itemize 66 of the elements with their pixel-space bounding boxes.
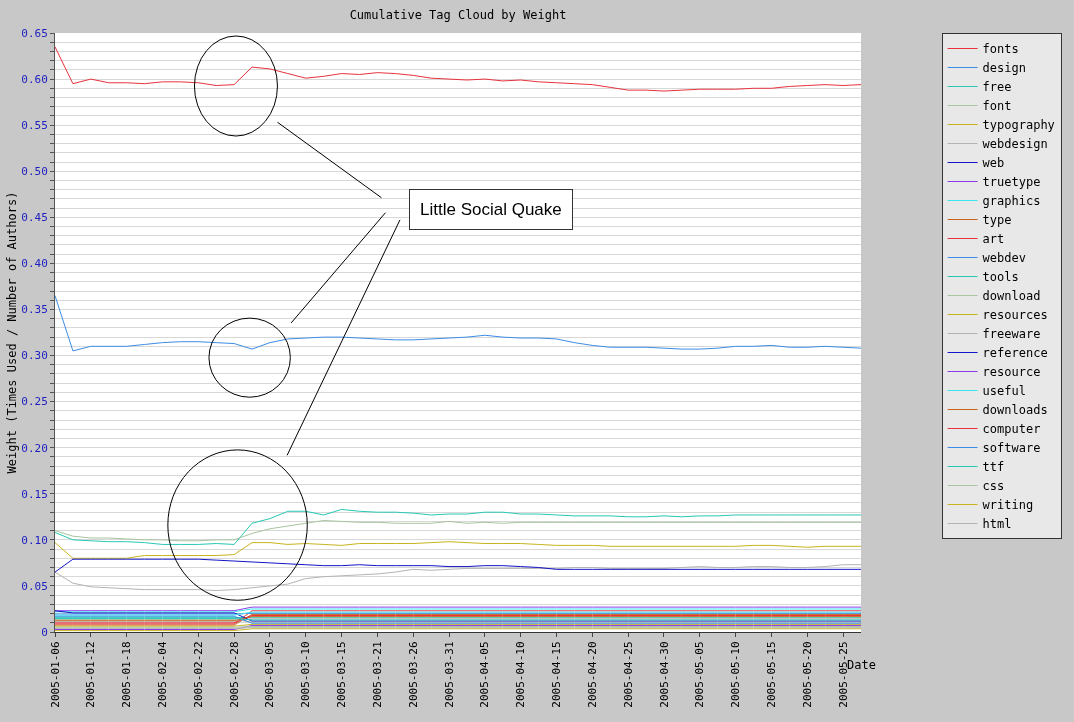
legend-label: webdev — [982, 251, 1026, 266]
y-tick-label: 0.35 — [21, 303, 48, 317]
legend-label: art — [982, 232, 1005, 247]
x-tick-label: 2005-02-22 — [191, 641, 205, 708]
x-tick-label: 2005-05-20 — [800, 641, 814, 708]
legend-label: truetype — [982, 175, 1041, 190]
x-tick-label: 2005-05-05 — [693, 641, 707, 708]
x-tick-label: 2005-05-15 — [765, 641, 779, 708]
y-tick-label: 0.30 — [21, 349, 48, 363]
legend-label: software — [982, 441, 1041, 456]
legend-label: downloads — [982, 403, 1048, 418]
legend-label: web — [982, 156, 1005, 171]
y-tick-label: 0.60 — [21, 72, 48, 86]
x-tick-label: 2005-03-10 — [299, 641, 313, 708]
x-tick-label: 2005-02-28 — [227, 641, 241, 708]
chart-title: Cumulative Tag Cloud by Weight — [349, 8, 567, 23]
x-tick-label: 2005-03-05 — [263, 641, 277, 708]
y-axis-title: Weight (Times Used / Number of Authors) — [4, 191, 19, 474]
x-tick-label: 2005-04-30 — [657, 641, 671, 708]
x-tick-label: 2005-01-18 — [120, 641, 134, 708]
x-tick-label: 2005-02-04 — [156, 641, 170, 708]
legend-label: design — [982, 61, 1026, 76]
x-tick-label: 2005-03-21 — [370, 641, 384, 708]
x-tick-label: 2005-01-06 — [48, 641, 62, 708]
y-tick-label: 0.45 — [21, 211, 48, 225]
legend-label: computer — [982, 422, 1041, 437]
x-tick-label: 2005-03-31 — [442, 641, 456, 708]
legend-label: ttf — [982, 460, 1005, 475]
legend-label: font — [982, 99, 1012, 114]
legend-label: resources — [982, 308, 1048, 323]
legend-label: fonts — [982, 42, 1019, 57]
legend-label: download — [982, 289, 1041, 304]
y-tick-label: 0 — [41, 625, 48, 639]
x-tick-label: 2005-05-10 — [729, 641, 743, 708]
y-tick-label: 0.65 — [21, 26, 48, 40]
x-tick-label: 2005-04-15 — [550, 641, 564, 708]
y-tick-label: 0.50 — [21, 165, 48, 179]
legend-label: useful — [982, 384, 1026, 399]
y-tick-label: 0.20 — [21, 441, 48, 455]
x-tick-label: 2005-04-25 — [621, 641, 635, 708]
legend-label: resource — [982, 365, 1041, 380]
annotation: Little Social Quake — [420, 200, 562, 219]
x-tick-label: 2005-01-12 — [84, 641, 98, 708]
y-tick-label: 0.55 — [21, 119, 48, 132]
y-tick-label: 0.05 — [21, 579, 48, 593]
x-axis-title: Date — [847, 658, 876, 672]
legend-label: free — [982, 80, 1012, 95]
legend-label: graphics — [982, 194, 1041, 209]
x-tick-label: 2005-04-10 — [514, 641, 528, 708]
y-tick-label: 0.10 — [21, 533, 48, 547]
x-tick-label: 2005-04-05 — [478, 641, 492, 708]
legend-label: html — [982, 517, 1012, 532]
legend-label: css — [982, 479, 1005, 494]
legend-label: writing — [982, 498, 1034, 513]
legend-label: typography — [982, 118, 1055, 133]
legend-label: webdesign — [982, 137, 1048, 152]
legend-label: reference — [982, 346, 1048, 361]
y-tick-label: 0.40 — [21, 257, 48, 271]
y-tick-label: 0.25 — [21, 395, 48, 409]
x-tick-label: 2005-03-26 — [406, 641, 420, 708]
legend-label: tools — [982, 270, 1019, 285]
legend-label: type — [982, 213, 1012, 228]
x-tick-label: 2005-03-15 — [335, 641, 349, 708]
x-tick-label: 2005-04-20 — [585, 641, 599, 708]
legend-label: freeware — [982, 327, 1041, 342]
y-tick-label: 0.15 — [21, 487, 48, 501]
